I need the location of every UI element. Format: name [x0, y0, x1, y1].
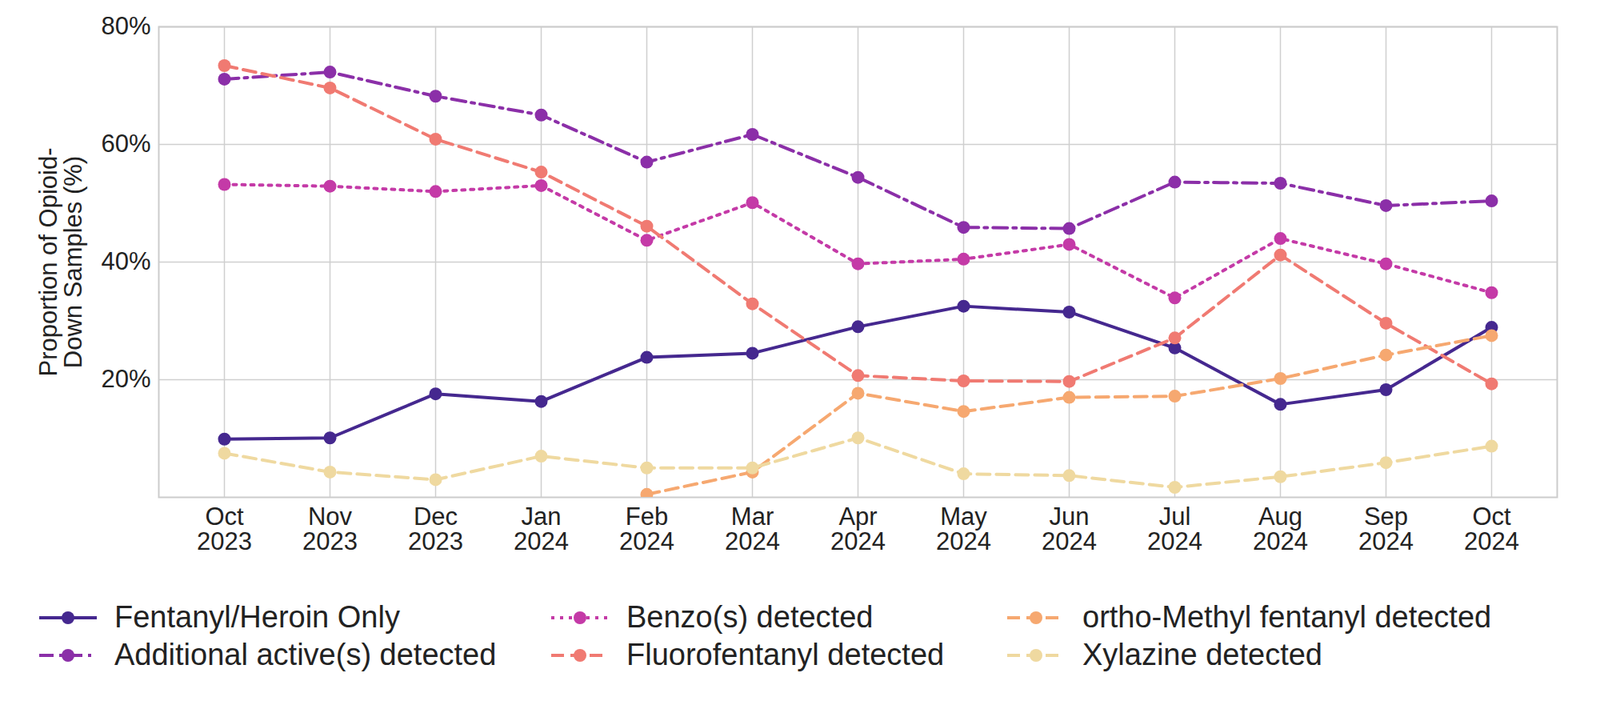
svg-text:Feb2024: Feb2024 — [619, 502, 675, 556]
html-text:Additional active(s) detected: Additional active(s) detected — [114, 637, 497, 672]
svg-text:Jul2024: Jul2024 — [1147, 502, 1203, 556]
svg-text:20%: 20% — [100, 364, 151, 393]
html-text:Fentanyl/Heroin Only: Fentanyl/Heroin Only — [114, 600, 400, 634]
svg-text:Proportion of Opioid-Down Samp: Proportion of Opioid-Down Samples (%) — [34, 147, 88, 376]
html-text:ortho-Methyl fentanyl detected: ortho-Methyl fentanyl detected — [1082, 600, 1492, 634]
svg-text:Apr2024: Apr2024 — [830, 502, 886, 556]
svg-text:60%: 60% — [100, 129, 151, 158]
svg-text:Sep2024: Sep2024 — [1358, 502, 1414, 556]
svg-text:Jun2024: Jun2024 — [1041, 502, 1097, 556]
svg-text:Oct2023: Oct2023 — [196, 502, 252, 556]
svg-text:Mar2024: Mar2024 — [724, 502, 780, 556]
html-text:Fluorofentanyl detected: Fluorofentanyl detected — [626, 637, 945, 672]
svg-text:Nov2023: Nov2023 — [302, 502, 358, 556]
svg-text:Dec2023: Dec2023 — [408, 502, 464, 556]
svg-text:Aug2024: Aug2024 — [1252, 502, 1308, 556]
html-text:Xylazine detected: Xylazine detected — [1082, 637, 1323, 672]
html-text:Benzo(s) detected: Benzo(s) detected — [626, 600, 874, 634]
svg-text:40%: 40% — [100, 247, 151, 276]
svg-text:80%: 80% — [100, 12, 151, 40]
svg-text:Oct2024: Oct2024 — [1464, 502, 1520, 556]
svg-text:May2024: May2024 — [936, 502, 992, 556]
svg-text:Jan2024: Jan2024 — [513, 502, 569, 556]
